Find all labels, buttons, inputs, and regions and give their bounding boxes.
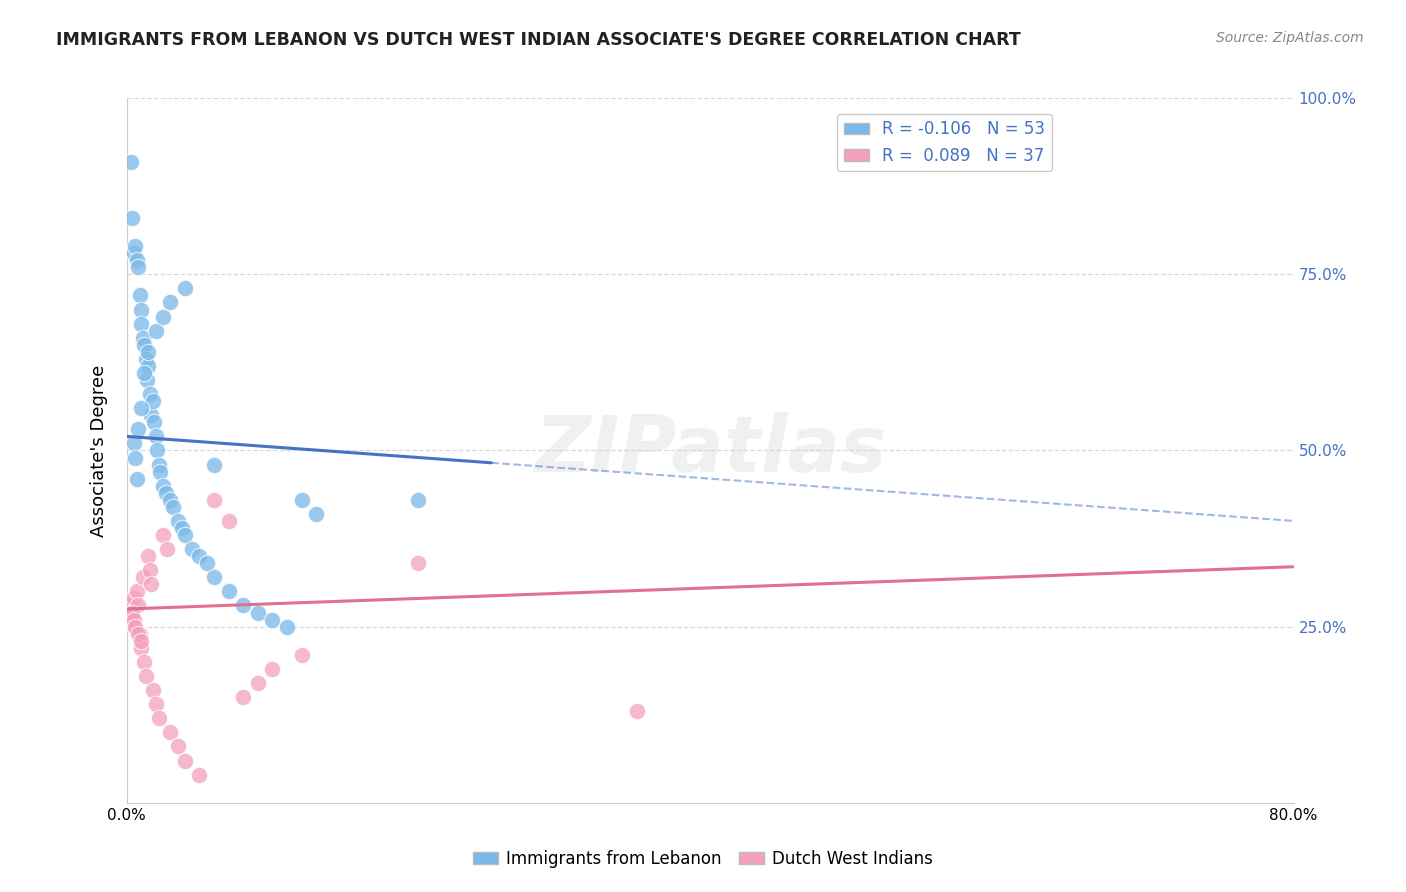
Point xyxy=(159,725,181,739)
Point xyxy=(195,556,218,570)
Point xyxy=(132,366,155,380)
Point xyxy=(136,373,159,387)
Point xyxy=(148,711,170,725)
Point xyxy=(131,570,153,584)
Point xyxy=(145,429,167,443)
Point xyxy=(127,599,149,613)
Point xyxy=(122,436,145,450)
Point xyxy=(218,514,240,528)
Y-axis label: Associate's Degree: Associate's Degree xyxy=(90,364,108,537)
Point xyxy=(127,260,149,275)
Point xyxy=(138,344,160,359)
Point xyxy=(246,676,269,690)
Point xyxy=(127,422,149,436)
Text: ZIPatlas: ZIPatlas xyxy=(534,412,886,489)
Point xyxy=(290,492,312,507)
Text: Source: ZipAtlas.com: Source: ZipAtlas.com xyxy=(1216,31,1364,45)
Point xyxy=(125,472,148,486)
Point xyxy=(174,528,197,542)
Point xyxy=(218,584,240,599)
Point xyxy=(122,591,145,606)
Point xyxy=(181,542,204,557)
Point xyxy=(188,549,211,564)
Point xyxy=(124,239,146,253)
Point xyxy=(138,359,160,373)
Point xyxy=(626,704,648,718)
Point xyxy=(129,633,152,648)
Point xyxy=(124,619,146,633)
Point xyxy=(120,154,142,169)
Point xyxy=(134,351,156,366)
Point xyxy=(142,394,165,409)
Point xyxy=(146,443,169,458)
Point xyxy=(159,295,181,310)
Point xyxy=(129,317,152,331)
Point xyxy=(138,549,160,564)
Point xyxy=(134,669,156,683)
Point xyxy=(124,619,146,633)
Point xyxy=(141,577,163,591)
Point xyxy=(121,606,143,620)
Point xyxy=(129,302,152,317)
Point xyxy=(170,521,193,535)
Point xyxy=(162,500,184,514)
Point xyxy=(246,606,269,620)
Point xyxy=(232,599,254,613)
Point xyxy=(174,754,197,768)
Point xyxy=(149,465,172,479)
Point xyxy=(139,387,162,401)
Point xyxy=(188,767,211,781)
Point xyxy=(118,599,141,613)
Point xyxy=(232,690,254,705)
Point xyxy=(127,626,149,640)
Point xyxy=(152,528,174,542)
Point xyxy=(145,697,167,711)
Point xyxy=(145,324,167,338)
Point xyxy=(408,556,430,570)
Point xyxy=(202,492,225,507)
Point xyxy=(121,211,143,225)
Point xyxy=(262,613,284,627)
Point xyxy=(129,640,152,655)
Point xyxy=(128,288,150,302)
Point xyxy=(131,331,153,345)
Point xyxy=(125,253,148,268)
Point xyxy=(122,246,145,260)
Point xyxy=(152,310,174,324)
Point xyxy=(290,648,312,662)
Point xyxy=(152,478,174,492)
Legend: R = -0.106   N = 53, R =  0.089   N = 37: R = -0.106 N = 53, R = 0.089 N = 37 xyxy=(837,113,1052,171)
Text: IMMIGRANTS FROM LEBANON VS DUTCH WEST INDIAN ASSOCIATE'S DEGREE CORRELATION CHAR: IMMIGRANTS FROM LEBANON VS DUTCH WEST IN… xyxy=(56,31,1021,49)
Point xyxy=(132,337,155,351)
Point xyxy=(159,492,181,507)
Point xyxy=(121,606,143,620)
Point xyxy=(142,683,165,698)
Point xyxy=(122,613,145,627)
Point xyxy=(139,563,162,577)
Point xyxy=(125,584,148,599)
Point xyxy=(124,450,146,465)
Point xyxy=(141,408,163,422)
Point xyxy=(276,619,298,633)
Point xyxy=(155,485,177,500)
Point xyxy=(166,739,188,754)
Legend: Immigrants from Lebanon, Dutch West Indians: Immigrants from Lebanon, Dutch West Indi… xyxy=(467,844,939,875)
Point xyxy=(148,458,170,472)
Point xyxy=(129,401,152,416)
Point xyxy=(120,613,142,627)
Point xyxy=(174,281,197,295)
Point xyxy=(202,570,225,584)
Point xyxy=(202,458,225,472)
Point xyxy=(156,542,179,557)
Point xyxy=(305,507,328,521)
Point xyxy=(143,415,166,429)
Point xyxy=(166,514,188,528)
Point xyxy=(262,662,284,676)
Point xyxy=(128,626,150,640)
Point xyxy=(408,492,430,507)
Point xyxy=(132,655,155,669)
